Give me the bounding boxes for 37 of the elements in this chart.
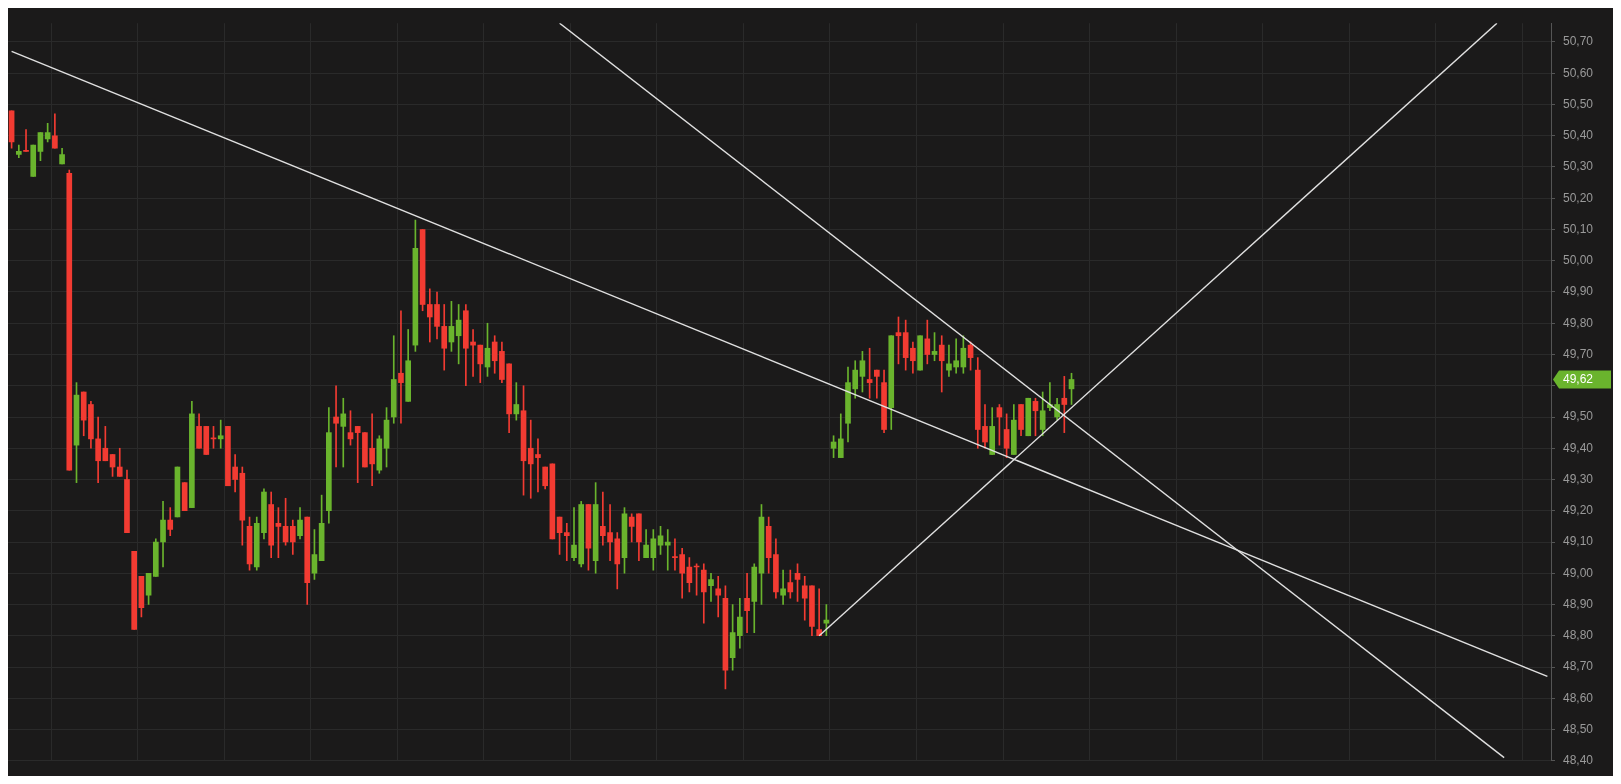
y-tick-label: 49,30 [1563, 471, 1594, 486]
candlestick [340, 397, 347, 468]
candlestick [23, 129, 29, 152]
candlestick [563, 522, 570, 562]
y-tick-label: 49,00 [1563, 565, 1594, 580]
candlestick [874, 369, 880, 399]
y-tick-label: 48,60 [1563, 690, 1594, 705]
candlestick [715, 576, 722, 618]
y-tick-label: 50,50 [1563, 96, 1594, 111]
y-tick-label: 48,70 [1563, 659, 1594, 674]
y-tick-label: 49,50 [1563, 409, 1594, 424]
candlestick [780, 569, 786, 605]
y-tick-label: 48,80 [1563, 628, 1594, 643]
candlestick [333, 385, 339, 468]
candlestick [1061, 376, 1068, 433]
candlestick [217, 419, 224, 449]
y-tick-label: 49,90 [1563, 284, 1594, 299]
y-tick-label: 50,30 [1563, 159, 1594, 174]
y-tick-label: 48,50 [1563, 721, 1594, 736]
y-tick-label: 50,40 [1563, 128, 1594, 143]
y-tick-label: 49,40 [1563, 440, 1594, 455]
y-tick-label: 49,20 [1563, 503, 1594, 518]
candlestick [708, 572, 714, 602]
y-tick-label: 49,80 [1563, 315, 1594, 330]
y-tick-label: 50,20 [1563, 190, 1594, 205]
y-tick-label: 50,60 [1563, 65, 1594, 80]
y-tick-label: 50,00 [1563, 253, 1594, 268]
y-tick-label: 49,70 [1563, 346, 1594, 361]
y-tick-label: 49,10 [1563, 534, 1594, 549]
y-tick-label: 50,10 [1563, 221, 1594, 236]
y-tick-label: 48,40 [1563, 753, 1594, 768]
y-tick-label: 50,70 [1563, 34, 1594, 49]
y-tick-label: 48,90 [1563, 596, 1594, 611]
candlestick [398, 310, 404, 424]
text: 49,62 [1563, 371, 1594, 386]
candlestick [744, 572, 750, 633]
candlestick [816, 588, 822, 637]
